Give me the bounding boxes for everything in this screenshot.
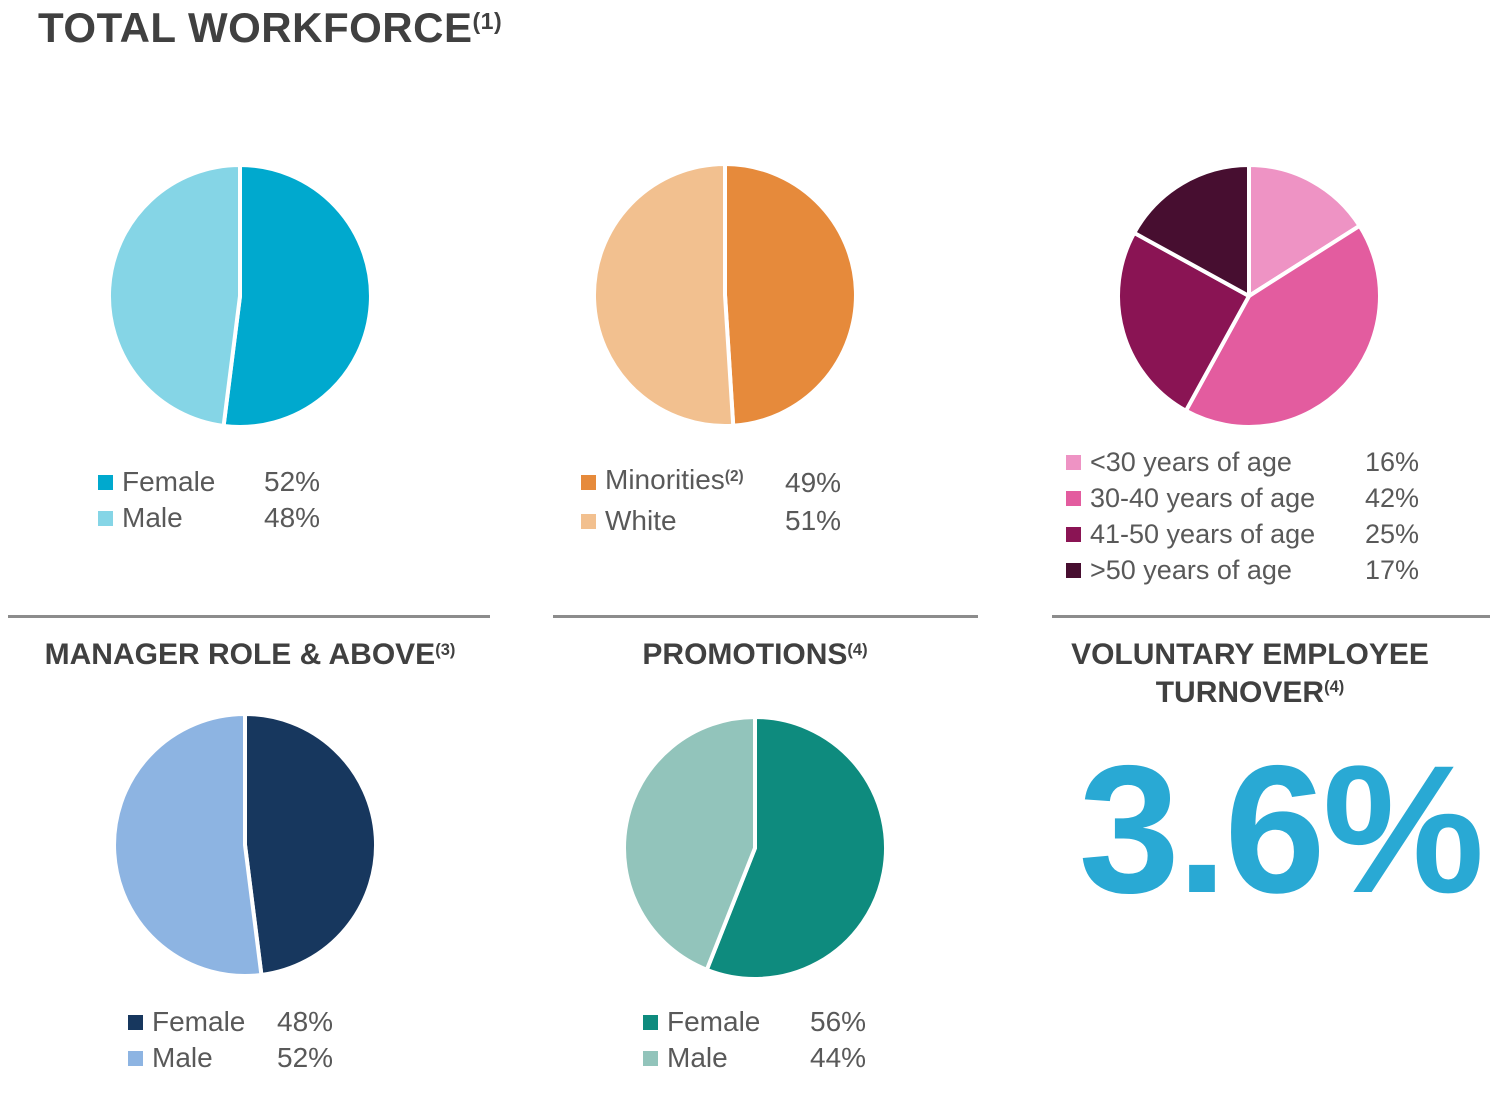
legend-label: >50 years of age (1090, 555, 1292, 585)
legend-row: White 51% (581, 503, 841, 539)
legend-value: 52% (277, 1042, 334, 1073)
section-title-manager-role: MANAGER ROLE & ABOVE(3) (44, 638, 456, 671)
page-title: TOTAL WORKFORCE(1) (38, 4, 502, 52)
legend-workforce-age: <30 years of age 16% 30-40 years of age … (1066, 444, 1419, 588)
legend-row: Female 48% (128, 1004, 333, 1040)
legend-label: 30-40 years of age (1090, 483, 1316, 513)
legend-row: Minorities(2) 49% (581, 462, 841, 503)
legend-label: Male (152, 1042, 213, 1073)
legend-promotions-gender: Female 56% Male 44% (643, 1004, 866, 1076)
turnover-value: 3.6% (1078, 727, 1485, 931)
legend-value: 25% (1365, 519, 1420, 549)
pie-chart-promotions-gender (620, 713, 890, 983)
legend-row: Male 48% (98, 500, 320, 536)
legend-swatch (1066, 526, 1081, 542)
legend-label: <30 years of age (1090, 447, 1292, 477)
legend-swatch (98, 474, 113, 490)
legend-swatch (581, 513, 596, 529)
legend-row: Male 44% (643, 1040, 866, 1076)
legend-label: 41-50 years of age (1090, 519, 1316, 549)
legend-swatch (643, 1050, 658, 1066)
legend-value: 49% (785, 466, 842, 498)
legend-swatch (1066, 490, 1081, 506)
section-divider (1052, 615, 1490, 618)
legend-workforce-gender: Female 52% Male 48% (98, 464, 320, 536)
section-title-line2: TURNOVER(4) (1155, 675, 1345, 709)
pie-chart-workforce-age (1114, 161, 1384, 431)
page-title-footnote: (1) (472, 8, 503, 35)
legend-value: 42% (1365, 483, 1420, 513)
legend-manager-gender: Female 48% Male 52% (128, 1004, 333, 1076)
legend-label: Female (667, 1006, 761, 1037)
legend-label: Female (122, 466, 216, 497)
legend-label: White (605, 505, 677, 536)
legend-swatch (581, 475, 596, 490)
legend-swatch (128, 1014, 143, 1030)
section-divider (8, 615, 490, 618)
legend-value: 48% (277, 1006, 334, 1037)
page-title-text: TOTAL WORKFORCE (38, 4, 473, 51)
legend-row: 30-40 years of age 42% (1066, 480, 1419, 516)
legend-swatch (1066, 454, 1081, 470)
legend-value: 51% (785, 505, 842, 536)
legend-row: Female 52% (98, 464, 320, 500)
legend-value: 44% (810, 1042, 867, 1073)
legend-swatch (128, 1050, 143, 1066)
legend-value: 16% (1365, 447, 1420, 477)
section-footnote: (3) (435, 640, 456, 659)
legend-label: Male (667, 1042, 728, 1073)
legend-row: Female 56% (643, 1004, 866, 1040)
section-title-line1: VOLUNTARY EMPLOYEE (1071, 638, 1429, 671)
section-footnote: (4) (847, 640, 868, 659)
legend-value: 52% (264, 466, 321, 497)
legend-row: <30 years of age 16% (1066, 444, 1419, 480)
pie-chart-manager-gender (110, 710, 380, 980)
section-footnote: (4) (1324, 678, 1345, 697)
legend-label: Female (152, 1006, 246, 1037)
legend-label: Male (122, 502, 183, 533)
pie-chart-workforce-gender (105, 161, 375, 431)
section-title-voluntary-turnover: VOLUNTARY EMPLOYEE TURNOVER(4) (1010, 636, 1490, 711)
legend-footnote: (2) (724, 467, 744, 485)
legend-value: 48% (264, 502, 321, 533)
legend-workforce-ethnicity: Minorities(2) 49% White 51% (581, 462, 841, 539)
legend-row: Male 52% (128, 1040, 333, 1076)
legend-swatch (98, 510, 113, 526)
legend-row: >50 years of age 17% (1066, 552, 1419, 588)
legend-value: 17% (1365, 555, 1420, 585)
pie-chart-workforce-ethnicity (590, 160, 860, 430)
legend-swatch (1066, 562, 1081, 578)
legend-swatch (643, 1014, 658, 1030)
legend-row: 41-50 years of age 25% (1066, 516, 1419, 552)
legend-value: 56% (810, 1006, 867, 1037)
legend-label: Minorities(2) (605, 464, 744, 495)
section-title-promotions: PROMOTIONS(4) (642, 638, 868, 671)
section-divider (553, 615, 978, 618)
